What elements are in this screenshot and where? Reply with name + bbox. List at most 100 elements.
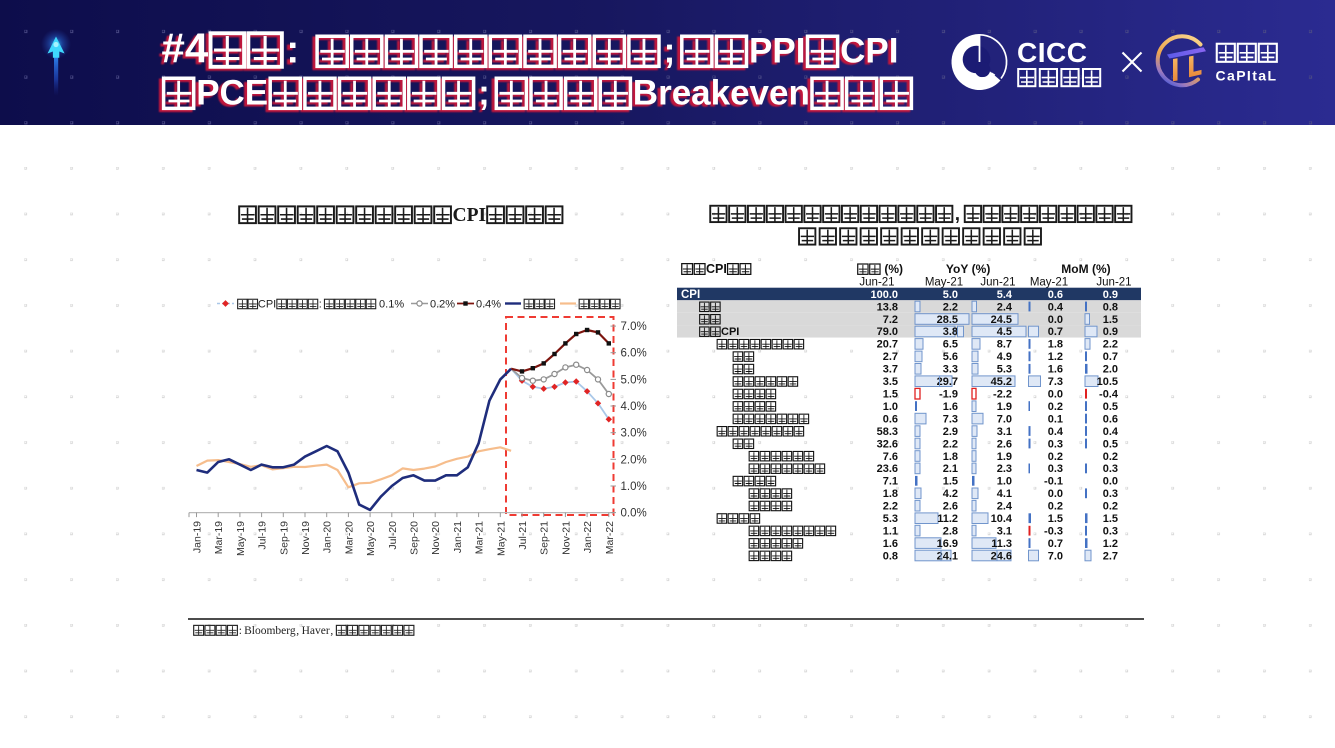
svg-text:3.8: 3.8 <box>943 326 958 338</box>
svg-text:CPI: CPI <box>721 326 739 338</box>
svg-text:4.1: 4.1 <box>997 488 1012 500</box>
svg-text:MoM (%): MoM (%) <box>1061 262 1110 276</box>
svg-text:5.3: 5.3 <box>997 364 1012 376</box>
svg-text:Jul-20: Jul-20 <box>387 521 399 550</box>
svg-text:2.7: 2.7 <box>1103 550 1118 562</box>
svg-text:0.0: 0.0 <box>1048 389 1063 401</box>
svg-text:1.0: 1.0 <box>883 401 898 413</box>
svg-text:10.4: 10.4 <box>991 513 1013 525</box>
svg-text:1.0%: 1.0% <box>621 481 647 493</box>
svg-text:24.6: 24.6 <box>991 550 1012 562</box>
svg-text:CPI: CPI <box>840 32 898 71</box>
svg-text:8.7: 8.7 <box>997 339 1012 351</box>
svg-text:2.6: 2.6 <box>943 501 958 513</box>
svg-text:Jul-21: Jul-21 <box>517 521 529 550</box>
svg-text::: : <box>239 625 242 637</box>
svg-text:5.0%: 5.0% <box>621 374 647 386</box>
svg-text:Nov-20: Nov-20 <box>430 521 442 555</box>
svg-text:7.0: 7.0 <box>997 413 1012 425</box>
svg-text:0.4: 0.4 <box>1048 426 1064 438</box>
svg-text:2.8: 2.8 <box>943 525 958 537</box>
svg-text:0.2: 0.2 <box>1048 501 1063 513</box>
svg-text:1.2: 1.2 <box>1103 538 1118 550</box>
svg-text:5.3: 5.3 <box>883 513 898 525</box>
svg-text:CPI: CPI <box>258 299 276 311</box>
svg-text:100.0: 100.0 <box>870 289 898 301</box>
svg-text:0.0: 0.0 <box>1048 488 1063 500</box>
svg-text:Sep-21: Sep-21 <box>539 521 551 555</box>
svg-text:24.1: 24.1 <box>937 550 958 562</box>
svg-text:Haver: Haver <box>302 625 330 637</box>
svg-text:3.1: 3.1 <box>997 426 1012 438</box>
svg-text:0.2: 0.2 <box>1103 451 1118 463</box>
svg-text:Jul-19: Jul-19 <box>257 521 269 550</box>
svg-text:0.9: 0.9 <box>1103 289 1118 301</box>
svg-text:2.7: 2.7 <box>883 351 898 363</box>
svg-text:79.0: 79.0 <box>877 326 898 338</box>
svg-text:Sep-20: Sep-20 <box>409 521 421 555</box>
svg-text:Jan-20: Jan-20 <box>322 521 334 553</box>
svg-text:2.2: 2.2 <box>943 301 958 313</box>
svg-text:1.5: 1.5 <box>1103 314 1118 326</box>
svg-text:7.0: 7.0 <box>1048 550 1063 562</box>
svg-text:0.2: 0.2 <box>1048 451 1063 463</box>
svg-text:0.6: 0.6 <box>1103 413 1118 425</box>
svg-text:,: , <box>330 625 333 637</box>
svg-text:PCE: PCE <box>193 76 265 115</box>
svg-text:CPI: CPI <box>453 205 487 226</box>
svg-text:CPI: CPI <box>837 34 895 73</box>
svg-text:0.6: 0.6 <box>1048 289 1063 301</box>
svg-text:Sep-19: Sep-19 <box>278 521 290 555</box>
svg-text:0.3: 0.3 <box>1103 525 1118 537</box>
svg-text:2.4: 2.4 <box>997 301 1013 313</box>
svg-text:24.5: 24.5 <box>991 314 1012 326</box>
svg-text:PPI: PPI <box>749 32 805 71</box>
svg-text:2.3: 2.3 <box>997 463 1012 475</box>
svg-text:5.0: 5.0 <box>943 289 958 301</box>
svg-text:,: , <box>955 204 960 225</box>
svg-text:4.2: 4.2 <box>943 488 958 500</box>
svg-text:0.8: 0.8 <box>883 550 898 562</box>
svg-text:Jun-21: Jun-21 <box>1096 277 1131 289</box>
svg-text:1.8: 1.8 <box>883 488 898 500</box>
svg-text:,: , <box>296 625 299 637</box>
svg-text:;: ; <box>475 76 487 115</box>
svg-text:PCE: PCE <box>196 74 268 113</box>
svg-text:0.7: 0.7 <box>1048 538 1063 550</box>
svg-text:1.5: 1.5 <box>1048 513 1063 525</box>
svg-text:0.2: 0.2 <box>1103 501 1118 513</box>
svg-text:0.5: 0.5 <box>1103 401 1118 413</box>
svg-text:(%): (%) <box>881 262 903 276</box>
svg-text:Jun-21: Jun-21 <box>980 277 1015 289</box>
svg-text:0.0: 0.0 <box>1048 314 1063 326</box>
svg-text:0.3: 0.3 <box>1048 463 1063 475</box>
svg-text:0.0%: 0.0% <box>621 508 647 520</box>
svg-text::: : <box>283 31 296 74</box>
svg-text:#4: #4 <box>162 25 209 72</box>
svg-text:Mar-19: Mar-19 <box>213 521 225 554</box>
svg-text:0.5: 0.5 <box>1103 438 1118 450</box>
svg-text:May-19: May-19 <box>235 521 247 556</box>
svg-text:May-20: May-20 <box>365 521 377 556</box>
svg-text:1.0: 1.0 <box>997 476 1012 488</box>
svg-text::: : <box>286 29 299 72</box>
svg-text:-0.4: -0.4 <box>1099 389 1119 401</box>
svg-text:May-21: May-21 <box>925 277 963 289</box>
svg-text:0.2%: 0.2% <box>430 299 455 311</box>
svg-text:;: ; <box>478 74 490 113</box>
svg-text:16.9: 16.9 <box>937 538 958 550</box>
svg-text:7.2: 7.2 <box>883 314 898 326</box>
svg-text:2.4: 2.4 <box>997 501 1013 513</box>
svg-text:0.0: 0.0 <box>1103 476 1118 488</box>
svg-text:1.6: 1.6 <box>1048 364 1063 376</box>
svg-text:2.0: 2.0 <box>1103 364 1118 376</box>
svg-text:5.4: 5.4 <box>997 289 1013 301</box>
svg-text:-1.9: -1.9 <box>939 389 958 401</box>
svg-text:2.0%: 2.0% <box>621 454 647 466</box>
svg-text:3.5: 3.5 <box>883 376 898 388</box>
svg-text:0.4: 0.4 <box>1103 426 1119 438</box>
svg-text:Jan-21: Jan-21 <box>452 521 464 553</box>
svg-text:CICC: CICC <box>1017 37 1087 68</box>
svg-text:1.8: 1.8 <box>943 451 958 463</box>
svg-text:2.2: 2.2 <box>1103 339 1118 351</box>
